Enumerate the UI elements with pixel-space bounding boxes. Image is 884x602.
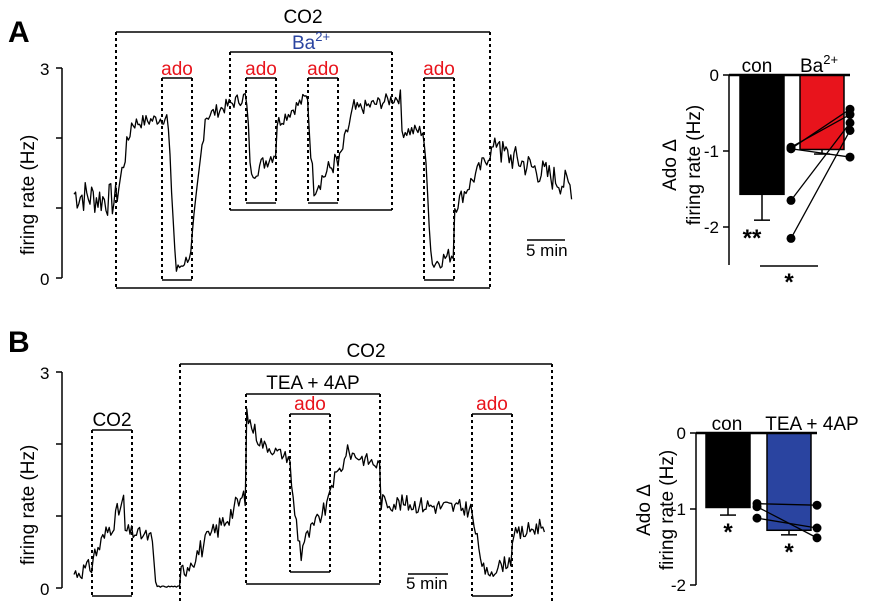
bar-b-pair-line-1 [756,517,818,529]
trace-b-ado-label-1: ado [294,394,326,415]
bar-b-category-con: con [712,414,743,435]
bar-a-point-drug-4 [845,152,855,162]
bar-b-point-drug-0 [812,500,822,510]
trace-b-scalebar-label: 5 min [406,574,448,593]
trace-b-tea-label: TEA + 4AP [266,373,359,394]
bar-b-bar-1 [766,432,812,532]
bar-a-ylabel-line1: Ado Δ [660,139,681,191]
bar-a-pair-line-2 [790,122,851,201]
trace-b-ado-boxes [289,413,513,597]
bar-b-bar-0 [705,432,751,509]
bar-a-point-drug-3 [845,125,855,135]
bar-a-point-con-3 [786,233,796,243]
bar-b-sig-drug: * [784,539,794,566]
trace-a-ytick-label-top: 3 [40,60,49,79]
bar-b-point-con-1 [752,513,762,523]
panel-letter-a: A [8,16,30,49]
trace-b-ytick-label-top: 3 [40,364,49,383]
bar-a-ytick-label-2: -2 [704,218,719,237]
bar-b-ytick-label-0: 0 [677,424,686,443]
bar-a-sig-con: ** [743,225,762,252]
bar-a-pair-line-3 [790,130,851,239]
bar-a-ytick-label-0: 0 [710,66,719,85]
trace-a-ytick-label-bottom: 0 [40,270,49,289]
bar-b-category-tea: TEA + 4AP [765,414,858,435]
bar-a-pair-line-4 [790,148,851,158]
bar-a-point-drug-2 [845,118,855,128]
bar-b-ylabel-line1: Ado Δ [634,484,655,536]
bar-b-sig-con: * [723,519,733,546]
bar-a-point-con-4 [786,144,796,154]
trace-a-ado-label-4: ado [423,59,455,80]
trace-b-ado-label-2: ado [476,394,508,415]
bar-a-ytick-label-1: -1 [704,142,719,161]
trace-a-ado-label-1: ado [161,59,193,80]
trace-b-firing-rate-line [73,408,546,588]
trace-b-co2-small-label: CO2 [92,410,131,431]
trace-b-ylabel: firing rate (Hz) [18,445,39,565]
bar-b-pair-line-2 [756,506,818,539]
bar-a-sig-pair: * [784,269,794,296]
trace-a-ba-label: Ba2+ [292,29,330,54]
bar-b-ylabel-line2: firing rate (Hz) [657,450,678,570]
trace-a-ado-label-2: ado [245,59,277,80]
trace-a-ado-label-3: ado [307,59,339,80]
panel-letter-b: B [8,326,30,359]
bar-a-category-con: con [742,56,773,77]
bar-b-pair-line-0 [756,503,818,506]
trace-b-ytick-label-bottom: 0 [40,580,49,599]
bar-b-point-con-2 [752,502,762,512]
trace-a-ylabel: firing rate (Hz) [18,135,39,255]
bar-b-ytick-label-1: -1 [671,500,686,519]
bar-b-point-drug-1 [812,523,822,533]
trace-a-scalebar-label: 5 min [526,241,568,260]
bar-b-point-drug-2 [812,533,822,543]
bar-a-pair-line-1 [790,113,851,148]
bar-b-ytick-label-2: -2 [671,576,686,595]
bar-a-point-drug-1 [845,110,855,120]
bar-a-ylabel-line2: firing rate (Hz) [684,105,705,225]
trace-b-co2-label: CO2 [346,341,385,362]
trace-a-firing-rate-line [73,89,573,272]
trace-a-co2-label: CO2 [283,7,322,28]
bar-a-point-con-2 [786,195,796,205]
bar-a-category-ba: Ba2+ [800,52,838,77]
bar-chart-a: 0-1-2 *** [704,66,855,296]
bar-a-bar-0 [739,74,785,196]
bar-chart-b: 0 -1 -2 * * [671,424,822,595]
